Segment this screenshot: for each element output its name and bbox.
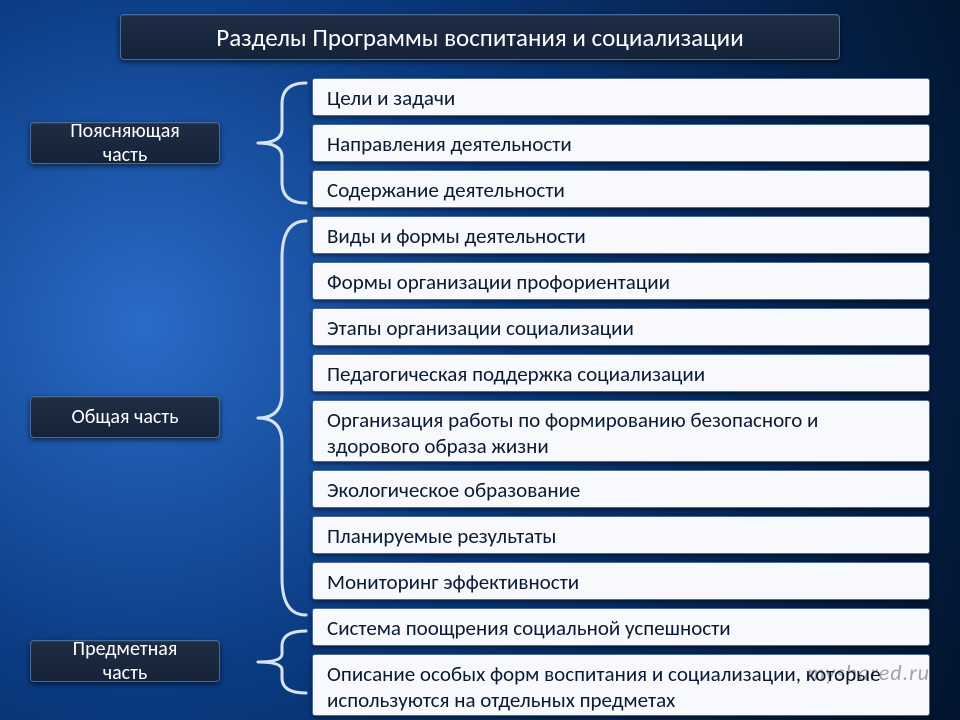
bracket-explanatory bbox=[254, 80, 306, 206]
item-socialization-stages: Этапы организации социализации bbox=[312, 308, 930, 346]
section-label-explanatory: Поясняющая часть bbox=[30, 122, 220, 164]
item-healthy-lifestyle: Организация работы по формированию безоп… bbox=[312, 400, 930, 462]
section-label-general: Общая часть bbox=[30, 396, 220, 438]
section-label-subject: Предметная часть bbox=[30, 640, 220, 682]
item-effectiveness-monitoring: Мониторинг эффективности bbox=[312, 562, 930, 600]
bracket-general bbox=[254, 218, 306, 618]
item-career-guidance: Формы организации профориентации bbox=[312, 262, 930, 300]
bracket-subject bbox=[254, 628, 306, 696]
item-reward-system: Система поощрения социальной успешности bbox=[312, 608, 930, 646]
item-directions: Направления деятельности bbox=[312, 124, 930, 162]
item-goals: Цели и задачи bbox=[312, 78, 930, 116]
item-content: Содержание деятельности bbox=[312, 170, 930, 208]
item-pedagogical-support: Педагогическая поддержка социализации bbox=[312, 354, 930, 392]
item-planned-results: Планируемые результаты bbox=[312, 516, 930, 554]
item-types-forms: Виды и формы деятельности bbox=[312, 216, 930, 254]
item-subject-specific: Описание особых форм воспитания и социал… bbox=[312, 654, 930, 716]
page-title: Разделы Программы воспитания и социализа… bbox=[120, 14, 840, 60]
item-ecological-education: Экологическое образование bbox=[312, 470, 930, 508]
